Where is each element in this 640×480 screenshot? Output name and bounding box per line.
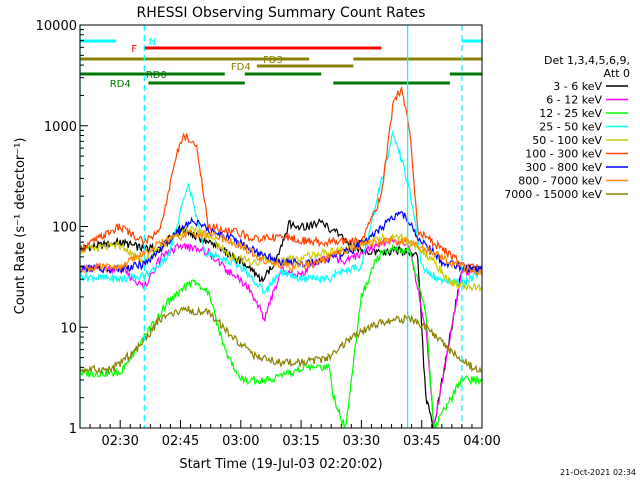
legend-title-line1: Det 1,3,4,5,6,9, bbox=[544, 54, 630, 67]
x-tick-label: 03:30 bbox=[343, 434, 380, 449]
y-tick-label: 10000 bbox=[36, 19, 77, 34]
series-line bbox=[80, 85, 482, 274]
x-tick-label: 03:15 bbox=[282, 434, 319, 449]
legend-label: 25 - 50 keV bbox=[539, 121, 602, 134]
x-tick-label: 03:00 bbox=[222, 434, 259, 449]
x-tick-label: 03:45 bbox=[403, 434, 440, 449]
y-tick-label: 1 bbox=[69, 422, 77, 437]
legend-label: 7000 - 15000 keV bbox=[504, 188, 602, 201]
state-bar-label: RD0 bbox=[146, 70, 167, 81]
y-tick-label: 10 bbox=[60, 321, 77, 336]
legend-label: 800 - 7000 keV bbox=[518, 175, 602, 188]
series-line bbox=[80, 225, 482, 293]
y-tick-label: 100 bbox=[52, 221, 77, 236]
footer-timestamp: 21-Oct-2021 02:34 bbox=[560, 468, 636, 477]
state-bar-label: F bbox=[131, 44, 137, 55]
series-line bbox=[80, 130, 482, 295]
state-bar-label: N bbox=[149, 37, 156, 48]
state-bar-label: FD3 bbox=[263, 55, 283, 66]
x-tick-label: 02:30 bbox=[101, 434, 138, 449]
legend-label: 100 - 300 keV bbox=[525, 148, 602, 161]
series-line bbox=[80, 305, 482, 376]
legend-label: 12 - 25 keV bbox=[539, 107, 602, 120]
state-bars: N F FD3 FD4 RD0 RD4 bbox=[80, 37, 482, 90]
attenuator-markers bbox=[79, 25, 463, 428]
legend-label: 3 - 6 keV bbox=[553, 80, 602, 93]
legend-label: 50 - 100 keV bbox=[532, 134, 602, 147]
series-line bbox=[80, 217, 482, 428]
x-axis-label: Start Time (19-Jul-03 02:20:02) bbox=[179, 457, 382, 472]
axes: 02:30 02:45 03:00 03:15 03:30 03:45 04:00 1 10 10… bbox=[36, 19, 501, 449]
legend-title-line2: Att 0 bbox=[604, 67, 630, 80]
series-line bbox=[80, 230, 482, 276]
legend-label: 6 - 12 keV bbox=[546, 94, 602, 107]
state-bar-label: FD4 bbox=[231, 62, 251, 73]
x-tick-label: 02:45 bbox=[162, 434, 199, 449]
y-axis-label: Count Rate (s⁻¹ detector⁻¹) bbox=[13, 138, 28, 315]
y-tick-label: 1000 bbox=[44, 120, 77, 135]
series-lines bbox=[80, 85, 482, 428]
chart-title: RHESSI Observing Summary Count Rates bbox=[137, 5, 426, 21]
x-tick-label: 04:00 bbox=[463, 434, 500, 449]
state-bar-label: RD4 bbox=[110, 79, 131, 90]
series-line bbox=[80, 210, 482, 276]
legend-label: 300 - 800 keV bbox=[525, 161, 602, 174]
